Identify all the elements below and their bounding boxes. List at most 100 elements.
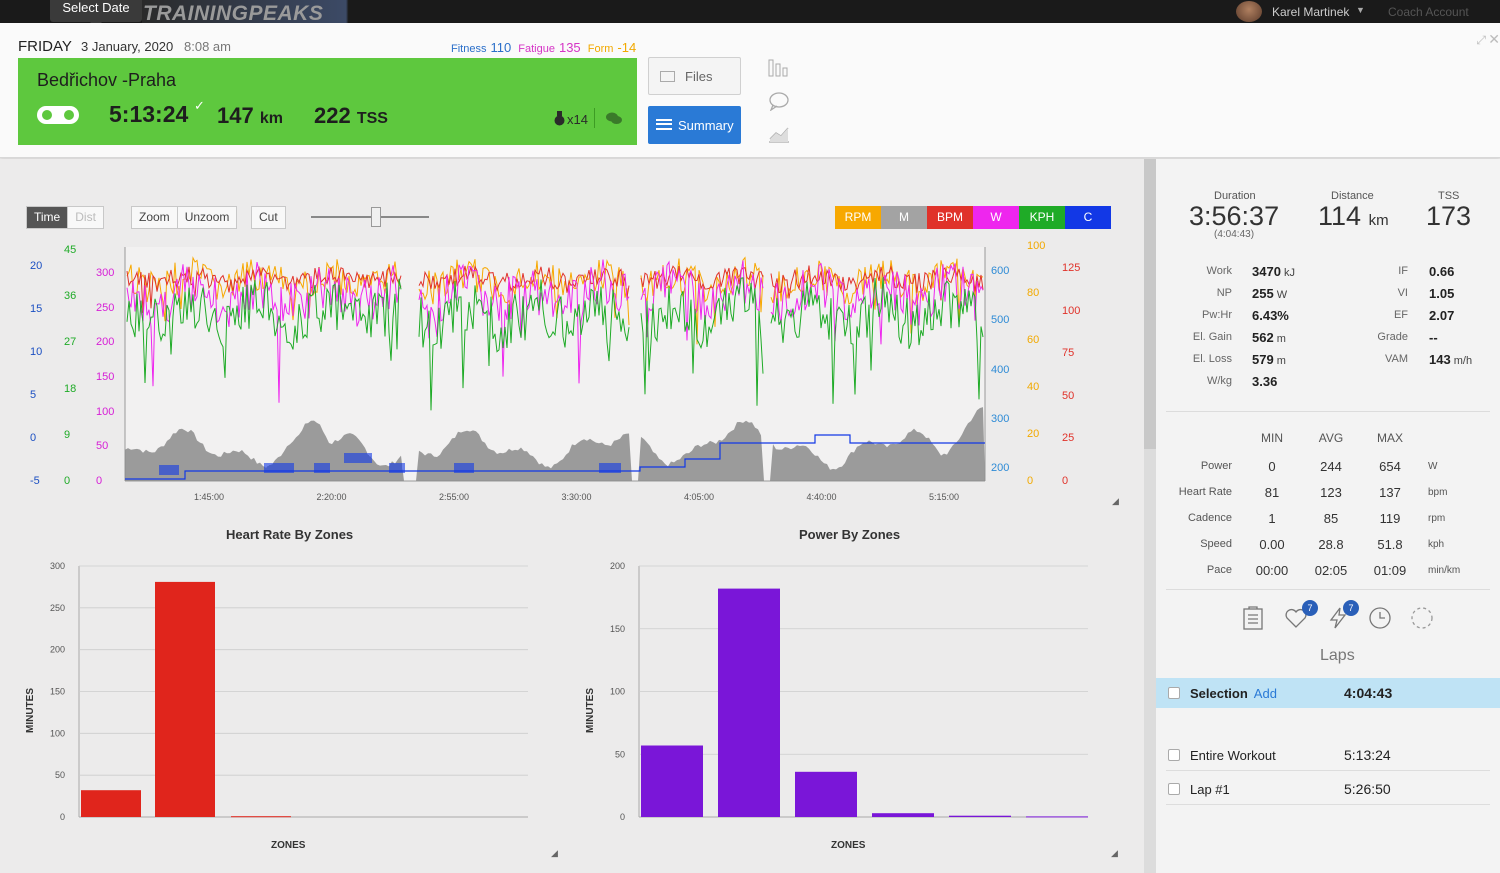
power-y-tick: 200 [610, 561, 625, 571]
channel-toggle-kph[interactable]: KPH [1019, 206, 1065, 229]
tss-value: 222 [314, 103, 351, 128]
lap-checkbox[interactable] [1168, 749, 1180, 761]
hr-bar-zone-1[interactable] [81, 790, 141, 817]
zoom-button[interactable]: Zoom [139, 210, 170, 224]
lap-row[interactable]: Lap #1 5:26:50 [1156, 774, 1500, 804]
workout-graph[interactable] [0, 239, 1144, 509]
workout-title[interactable]: Bedřichov -Praha [37, 70, 177, 90]
hr-zones-chart[interactable]: 300 250 200 150 100 50 0 [0, 554, 560, 834]
time-toggle[interactable]: Time [27, 207, 68, 228]
series-w [126, 259, 984, 403]
power-x-axis-label: ZONES [831, 840, 866, 851]
hr-y-tick: 0 [60, 812, 65, 822]
main-scrollbar[interactable] [1144, 159, 1156, 873]
power-zones-title: Power By Zones [799, 527, 901, 542]
user-name[interactable]: Karel Martinek [1272, 5, 1350, 19]
line-chart-icon[interactable] [768, 123, 790, 143]
stat-number: 3470 [1252, 264, 1281, 279]
x-tick-label: 4:05:00 [684, 492, 715, 502]
resize-icon[interactable]: ◢ [1111, 848, 1118, 858]
top-bar: TRAININGPEAKS Select Date Karel Martinek… [0, 0, 1500, 28]
expand-icon[interactable]: ⤢ [1476, 33, 1486, 47]
lap-checkbox[interactable] [1168, 687, 1180, 699]
power-bar-zone-5[interactable] [949, 815, 1011, 817]
stat-value: 255 W [1252, 286, 1287, 301]
form-value: -14 [617, 40, 637, 55]
hr-bar-zone-3[interactable] [231, 816, 291, 818]
medal-icon[interactable] [554, 111, 565, 126]
workout-date[interactable]: 3 January, 2020 [81, 39, 174, 54]
clipboard-icon[interactable] [1241, 606, 1265, 630]
power-zones-chart[interactable]: 200 150 100 50 0 [560, 554, 1120, 834]
fitness-value: 110 [490, 40, 512, 55]
x-tick-label: 2:20:00 [316, 492, 347, 502]
series-c [125, 434, 985, 480]
workout-summary-card[interactable]: Bedřichov -Praha 5:13:24 ✓ 147 km 222 TS… [18, 58, 637, 145]
lap-name-text: Entire Workout [1190, 748, 1276, 763]
workout-day: FRIDAY [18, 38, 72, 55]
channel-toggle-rpm[interactable]: RPM [835, 206, 881, 229]
workout-distance: 147 km [217, 103, 283, 129]
x-tick-label: 4:40:00 [806, 492, 837, 502]
list-icon [656, 119, 672, 130]
table-cell: 1 [1268, 511, 1276, 526]
stat-unit: m [1273, 355, 1286, 367]
stat-label: Grade [1377, 331, 1408, 343]
lightning-icon[interactable] [1326, 606, 1350, 630]
channel-toggle-m[interactable]: M [881, 206, 927, 229]
bike-icon [37, 106, 79, 124]
close-icon[interactable]: ✕ [1488, 31, 1500, 47]
chevron-down-icon[interactable]: ▼ [1356, 5, 1365, 15]
y-tick-heart-rate: 50 [1062, 389, 1075, 402]
distance-label: Distance [1331, 190, 1374, 202]
power-bar-zone-1[interactable] [641, 745, 703, 818]
cut-button[interactable]: Cut [259, 210, 278, 224]
speech-bubble-icon[interactable] [768, 91, 790, 111]
hr-bar-zone-2[interactable] [155, 581, 215, 817]
add-lap-link[interactable]: Add [1253, 686, 1277, 701]
power-bar-zone-4[interactable] [872, 813, 934, 817]
y-tick-cadence: 40 [1027, 381, 1040, 393]
hr-y-axis-label: MINUTES [25, 688, 36, 733]
stat-label: El. Gain [1192, 331, 1232, 343]
y-tick-speed: -5 [30, 475, 40, 487]
power-badge: 7 [1343, 600, 1359, 616]
table-cell: 02:05 [1314, 563, 1348, 578]
power-bar-zone-6[interactable] [1026, 816, 1088, 818]
channel-toggle-w[interactable]: W [973, 206, 1019, 229]
files-button[interactable]: Files [648, 57, 741, 95]
lap-name: Lap #1 [1190, 782, 1230, 797]
lap-row[interactable]: Entire Workout 5:13:24 [1156, 740, 1500, 770]
avatar[interactable] [1236, 1, 1262, 22]
lap-row[interactable]: Selection Add 4:04:43 [1156, 678, 1500, 708]
bar-chart-icon[interactable] [768, 58, 790, 78]
table-cell: 244 [1320, 459, 1342, 474]
loading-circle-icon[interactable] [1410, 606, 1434, 630]
summary-panel: Duration 3:56:37 (4:04:43) Distance 114 … [1156, 159, 1500, 873]
scrollbar-thumb[interactable] [1144, 159, 1156, 449]
medal-count[interactable]: x14 [567, 112, 588, 127]
summary-button[interactable]: Summary [648, 106, 741, 144]
table-cell: 51.8 [1377, 537, 1403, 552]
stat-label: Pw:Hr [1202, 309, 1232, 321]
app-logo[interactable]: TRAININGPEAKS [143, 2, 324, 25]
time-dist-toggle: Time Dist [26, 206, 104, 229]
channel-toggle-bpm[interactable]: BPM [927, 206, 973, 229]
table-unit: bpm [1428, 487, 1448, 498]
coach-account-link[interactable]: Coach Account [1388, 5, 1469, 19]
dist-toggle[interactable]: Dist [67, 207, 103, 228]
resize-icon[interactable]: ◢ [1112, 496, 1119, 506]
resize-icon[interactable]: ◢ [551, 848, 558, 858]
slider-handle[interactable] [370, 207, 381, 227]
unzoom-button[interactable]: Unzoom [176, 207, 237, 228]
power-bar-zone-3[interactable] [795, 771, 857, 817]
lap-checkbox[interactable] [1168, 783, 1180, 795]
comment-icon[interactable] [606, 112, 622, 125]
y-tick-heart-rate: 125 [1062, 262, 1081, 274]
channel-toggle-c[interactable]: C [1065, 206, 1111, 229]
zoom-slider[interactable] [311, 216, 429, 218]
table-row-label: Pace [1206, 564, 1232, 576]
table-row-label: Speed [1200, 538, 1232, 550]
clock-icon[interactable] [1368, 606, 1392, 630]
power-bar-zone-2[interactable] [718, 588, 780, 817]
